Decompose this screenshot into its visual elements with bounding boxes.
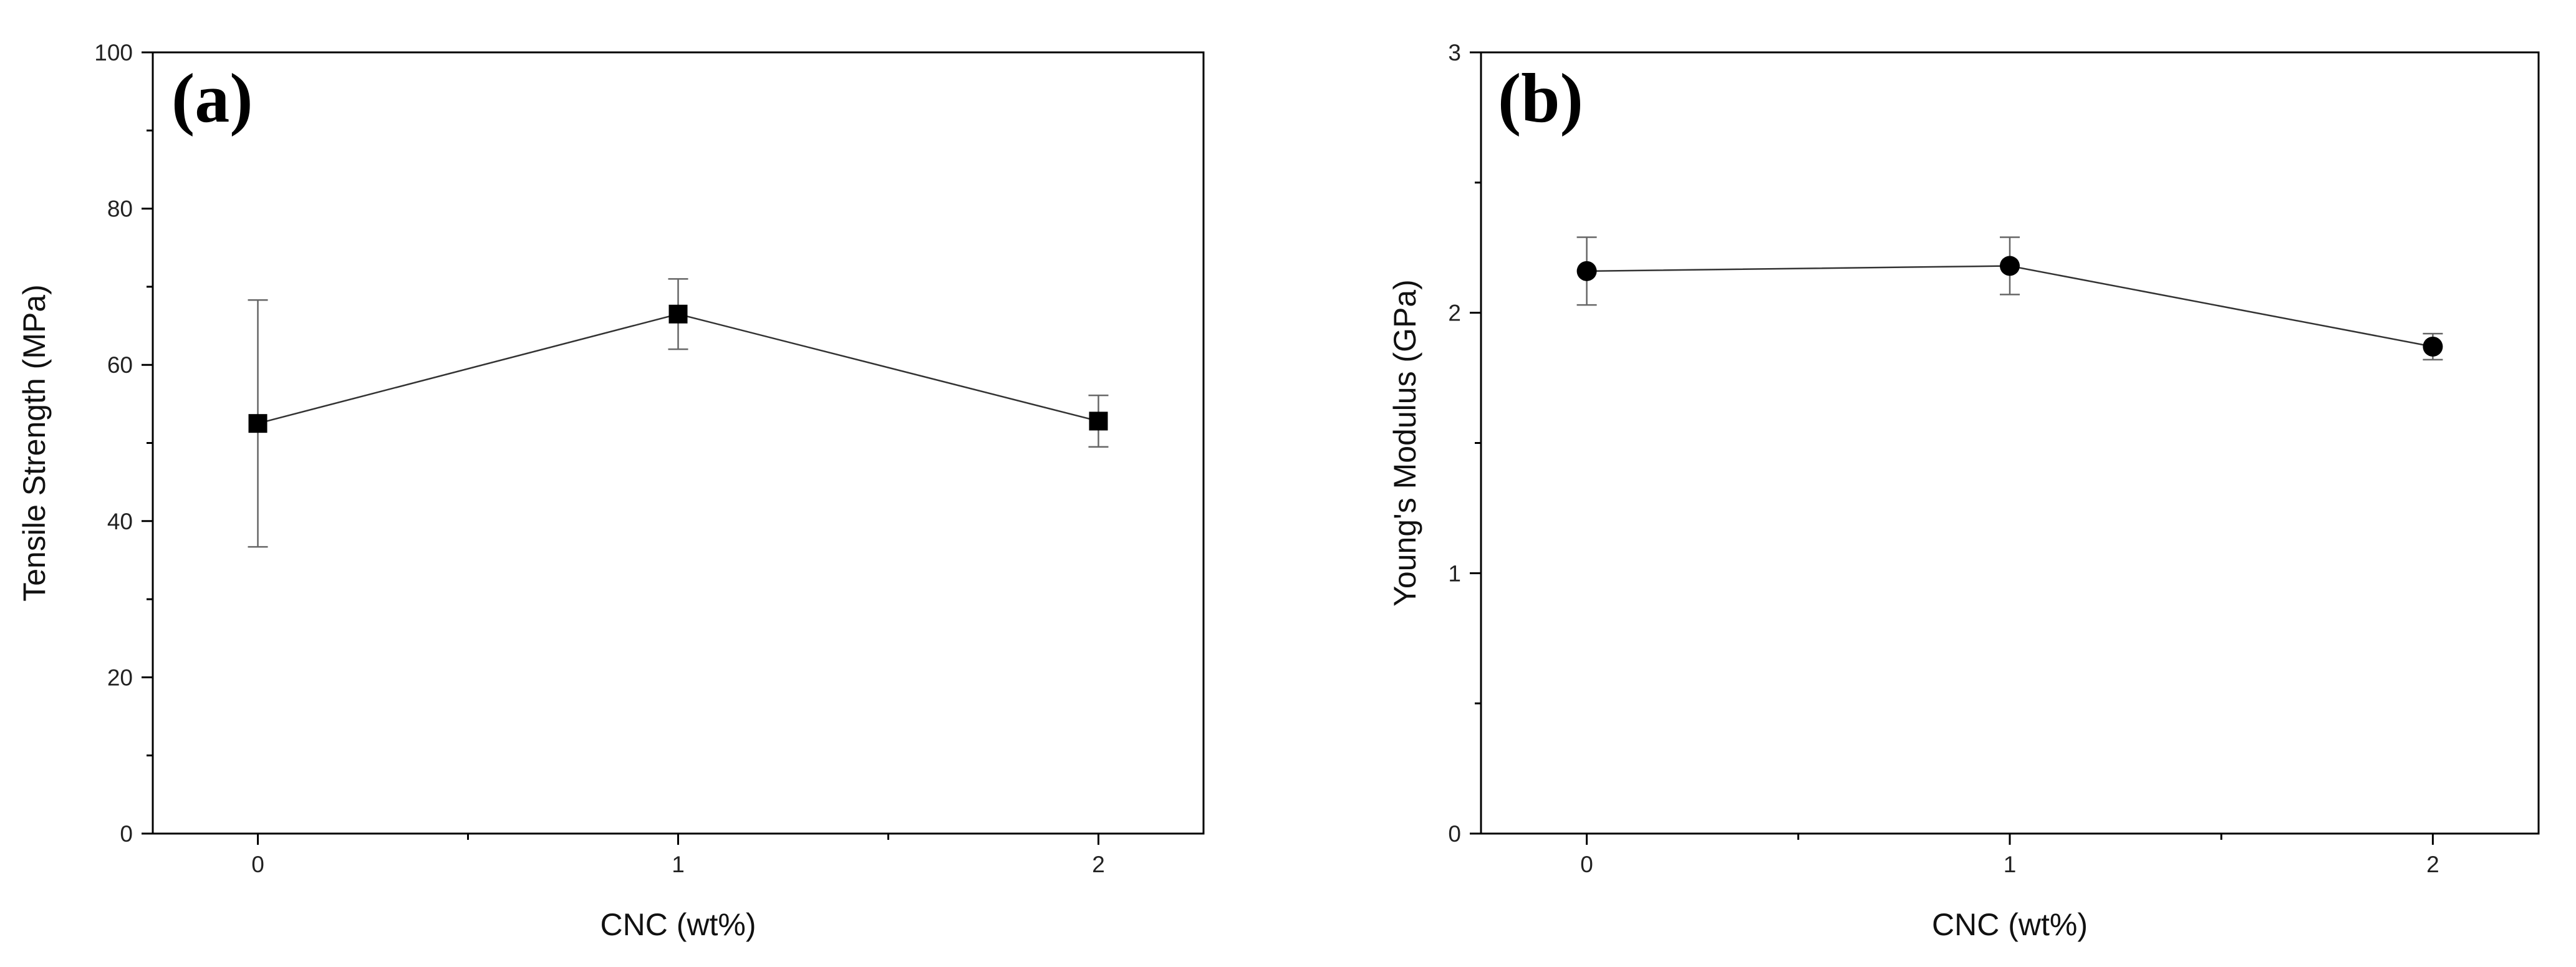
x-axis-title: CNC (wt%) — [1932, 907, 2088, 942]
data-point — [668, 304, 688, 324]
y-tick-label: 80 — [107, 196, 133, 222]
panel-label: (b) — [1498, 60, 1583, 137]
y-tick-label: 40 — [107, 509, 133, 534]
plot-frame — [152, 51, 1205, 835]
x-tick-label: 2 — [1092, 852, 1105, 877]
y-tick-label: 100 — [94, 40, 133, 65]
data-point — [1576, 261, 1597, 281]
y-tick-label: 1 — [1448, 560, 1461, 586]
x-tick-label: 1 — [2004, 852, 2017, 877]
x-tick-label: 1 — [672, 852, 685, 877]
panel-label: (a) — [171, 60, 253, 137]
y-tick-label: 20 — [107, 665, 133, 690]
y-tick-label: 2 — [1448, 301, 1461, 326]
y-tick-label: 60 — [107, 352, 133, 378]
x-axis-title: CNC (wt%) — [601, 907, 756, 942]
data-point — [248, 414, 268, 433]
y-tick-label: 0 — [1448, 821, 1461, 847]
x-tick-label: 0 — [1580, 852, 1593, 877]
data-point — [2000, 256, 2020, 276]
data-point — [2423, 336, 2443, 357]
y-axis-title: Young's Modulus (GPa) — [1387, 279, 1422, 607]
x-tick-label: 0 — [251, 852, 264, 877]
y-tick-label: 3 — [1448, 40, 1461, 65]
y-tick-label: 0 — [120, 821, 133, 847]
x-tick-label: 2 — [2426, 852, 2439, 877]
data-point — [1089, 411, 1108, 431]
chart-panel-b: 0 1 2 3 0 1 2 CNC (wt%) Young's Modulus (GPa) (b) — [1387, 40, 2540, 942]
plot-frame — [1480, 51, 2540, 835]
chart-panel-a: 0 20 40 60 80 100 0 1 2 CNC (wt%) Tensile Strength… — [17, 40, 1205, 942]
y-axis-title: Tensile Strength (MPa) — [17, 284, 52, 602]
